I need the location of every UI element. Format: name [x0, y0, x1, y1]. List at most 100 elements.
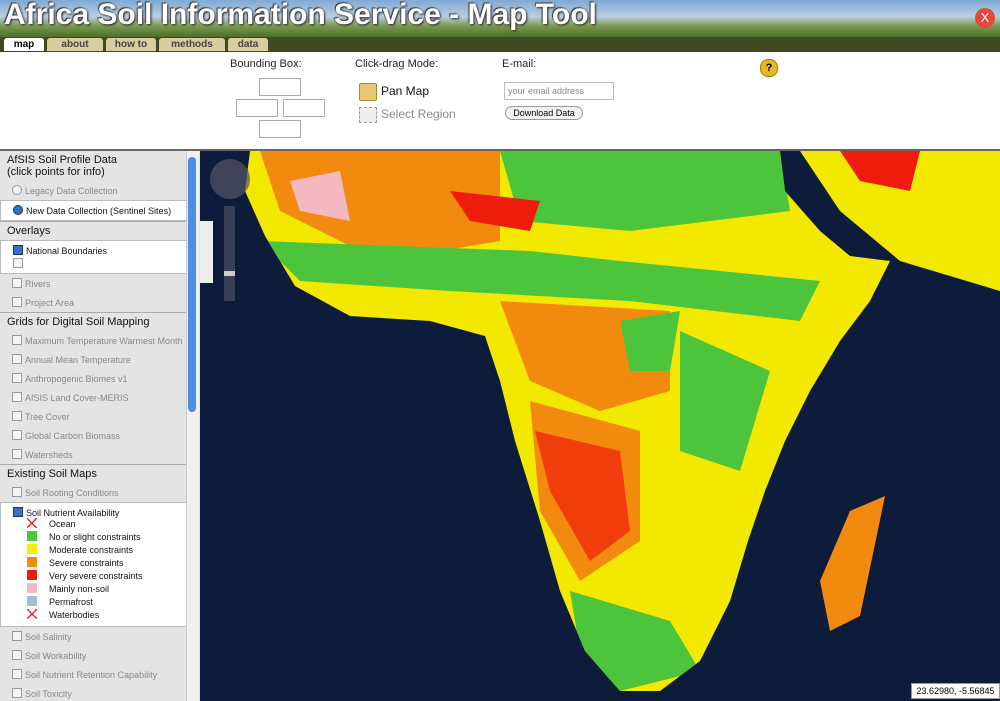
tab[interactable]: data — [228, 38, 268, 51]
layer-label: Watersheds — [25, 450, 73, 460]
help-button[interactable]: ? — [760, 59, 778, 77]
close-button[interactable]: X — [975, 8, 995, 28]
collapse-handle[interactable] — [200, 221, 213, 283]
layer-label: Soil Nutrient Availability — [26, 508, 120, 518]
layer-item[interactable]: Soil Salinity — [0, 627, 186, 646]
checkbox[interactable] — [12, 297, 22, 307]
scroll-thumb[interactable] — [188, 157, 196, 412]
layer-item[interactable]: Tree Cover — [0, 407, 186, 426]
checkbox[interactable] — [12, 335, 22, 345]
legend-label: Mainly non-soil — [49, 584, 110, 594]
legend-item: Ocean — [13, 518, 186, 531]
layer-label: National Boundaries — [26, 246, 108, 256]
layer-item[interactable]: Watersheds — [0, 445, 186, 464]
east-input[interactable] — [283, 99, 325, 117]
pan-map-option[interactable]: Pan Map — [381, 84, 430, 98]
legend-label: Permafrost — [49, 597, 94, 607]
checkbox[interactable] — [12, 449, 22, 459]
legend-item: Very severe constraints — [13, 570, 186, 583]
checkbox[interactable] — [12, 373, 22, 383]
bounding-box-label: Bounding Box: — [230, 58, 302, 70]
arabia-patch — [840, 151, 920, 191]
layer-item[interactable]: Soil Nutrient Availability Ocean No or sli… — [0, 502, 186, 627]
legend-label: Moderate constraints — [49, 545, 134, 555]
legend-item: Severe constraints — [13, 557, 186, 570]
legend-swatch — [27, 583, 37, 593]
legend-item: Waterbodies — [13, 609, 186, 622]
tab[interactable]: methods — [159, 38, 225, 51]
layer-label: Soil Nutrient Retention Capability — [25, 670, 158, 680]
checkbox[interactable] — [12, 669, 22, 679]
tab[interactable]: about — [47, 38, 103, 51]
profile-section: AfSIS Soil Profile Data (click points for… — [0, 151, 186, 181]
layer-label: Tree Cover — [25, 412, 70, 422]
layer-item[interactable]: Rivers — [0, 274, 186, 293]
email-input[interactable]: your email address — [504, 82, 614, 100]
section-title: Existing Soil Maps — [0, 464, 186, 483]
layer-item[interactable]: Soil Toxicity — [0, 684, 186, 701]
checkbox[interactable] — [13, 245, 23, 255]
cursor-coordinates: 23.62980, -5.56845 — [911, 683, 1000, 699]
layer-label: Global Carbon Biomass — [25, 431, 121, 441]
checkbox[interactable] — [13, 507, 23, 517]
layer-item[interactable]: Annual Mean Temperature — [0, 350, 186, 369]
app-title: Africa Soil Information Service - Map To… — [4, 0, 597, 31]
layer-item[interactable]: National Boundaries — [0, 240, 186, 274]
legend-label: Very severe constraints — [49, 571, 143, 581]
layer-label: Anthropogenic Biomes v1 — [25, 374, 128, 384]
select-icon[interactable] — [359, 107, 377, 123]
map-controls[interactable] — [210, 159, 250, 301]
checkbox[interactable] — [12, 392, 22, 402]
checkbox[interactable] — [12, 650, 22, 660]
select-region-option[interactable]: Select Region — [381, 107, 456, 121]
layer-item[interactable]: AfSIS Land Cover-MERIS — [0, 388, 186, 407]
legend-swatch — [27, 557, 37, 567]
checkbox[interactable] — [12, 631, 22, 641]
checkbox[interactable] — [12, 430, 22, 440]
checkbox[interactable] — [13, 258, 23, 268]
legend-label: Severe constraints — [49, 558, 124, 568]
legend-label: Waterbodies — [49, 610, 100, 620]
west-input[interactable] — [236, 99, 278, 117]
legend-item: No or slight constraints — [13, 531, 186, 544]
checkbox[interactable] — [12, 278, 22, 288]
legend-cross — [27, 609, 37, 619]
map[interactable] — [200, 151, 1000, 701]
checkbox[interactable] — [12, 411, 22, 421]
pan-icon[interactable] — [359, 83, 377, 101]
tab[interactable]: map — [4, 38, 44, 51]
layer-item[interactable]: Project Area — [0, 293, 186, 312]
checkbox[interactable] — [12, 354, 22, 364]
layer-item[interactable]: Soil Nutrient Retention Capability — [0, 665, 186, 684]
sub-checkbox-row — [13, 256, 186, 269]
layer-item[interactable]: Soil Workability — [0, 646, 186, 665]
layer-item[interactable]: Maximum Temperature Warmest Month — [0, 331, 186, 350]
north-input[interactable] — [259, 78, 301, 96]
layer-list: AfSIS Soil Profile Data (click points for… — [0, 151, 186, 701]
layer-label: Legacy Data Collection — [25, 186, 118, 196]
legend-swatch — [27, 531, 37, 541]
radio[interactable] — [13, 205, 23, 215]
legend-label: No or slight constraints — [49, 532, 141, 542]
layer-label: Soil Rooting Conditions — [25, 488, 119, 498]
layer-item[interactable]: New Data Collection (Sentinel Sites) — [0, 200, 186, 221]
tab[interactable]: how to — [106, 38, 156, 51]
checkbox[interactable] — [12, 688, 22, 698]
layer-label: Annual Mean Temperature — [25, 355, 131, 365]
layer-item[interactable]: Soil Rooting Conditions — [0, 483, 186, 502]
layer-label: Soil Workability — [25, 651, 87, 661]
layer-item[interactable]: Legacy Data Collection — [0, 181, 186, 200]
section-title: AfSIS Soil Profile Data — [7, 154, 118, 166]
layer-item[interactable]: Anthropogenic Biomes v1 — [0, 369, 186, 388]
radio[interactable] — [12, 185, 22, 195]
layer-item[interactable]: Global Carbon Biomass — [0, 426, 186, 445]
legend-swatch — [27, 570, 37, 580]
legend-item: Permafrost — [13, 596, 186, 609]
south-input[interactable] — [259, 120, 301, 138]
download-button[interactable]: Download Data — [505, 106, 583, 120]
tab-bar: map about how to methods data — [0, 37, 1000, 52]
checkbox[interactable] — [12, 487, 22, 497]
toolbar: Bounding Box: Click-drag Mode: Pan Map S… — [0, 52, 1000, 151]
layer-label: Project Area — [25, 298, 75, 308]
